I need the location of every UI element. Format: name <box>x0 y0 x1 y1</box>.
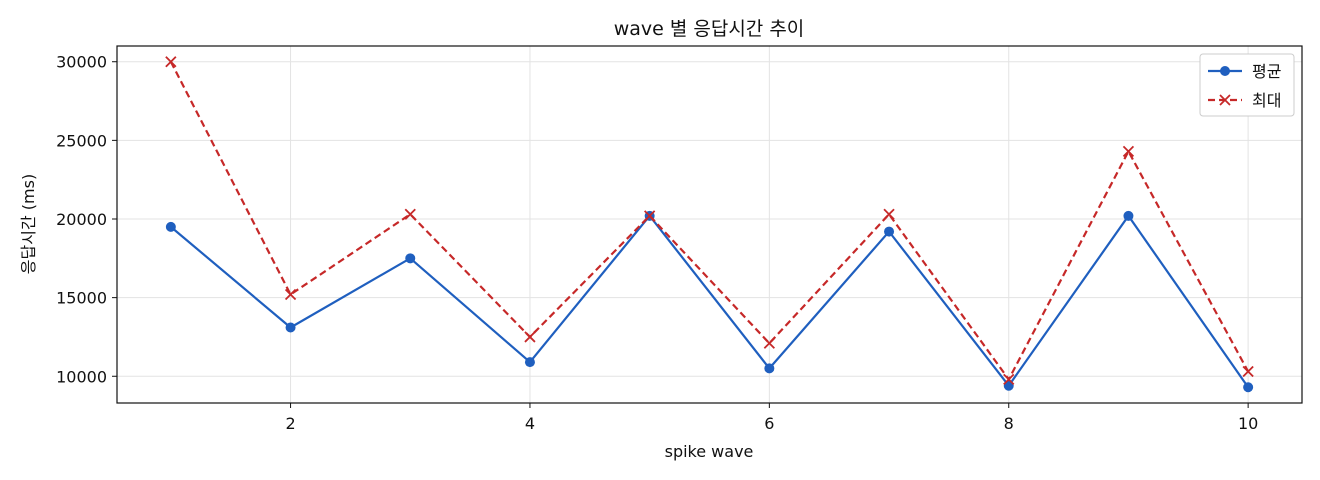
legend-label-maximum: 최대 <box>1252 91 1281 110</box>
y-tick-label: 25000 <box>56 131 107 150</box>
series-layer <box>165 56 1254 393</box>
x-axis-label: spike wave <box>665 442 754 461</box>
y-axis-label: 응답시간 (ms) <box>19 174 38 274</box>
x-marker-stroke <box>165 56 177 68</box>
x-marker-stroke <box>1003 373 1015 386</box>
y-tick-label: 30000 <box>56 53 107 72</box>
x-marker-stroke <box>763 337 775 349</box>
data-point-average <box>165 221 176 232</box>
data-point-average <box>524 357 535 368</box>
data-point-maximum <box>1122 145 1135 158</box>
chart-title: wave 별 응답시간 추이 <box>614 18 805 40</box>
x-tick-label: 8 <box>1004 414 1014 433</box>
series-line-maximum <box>169 61 1250 382</box>
y-tick-label: 15000 <box>56 289 107 308</box>
x-tick-label: 6 <box>764 414 774 433</box>
grid-lines <box>117 46 1302 403</box>
data-point-maximum <box>524 331 536 343</box>
data-point-average <box>1243 382 1254 393</box>
x-tick-label: 10 <box>1238 414 1258 433</box>
data-point-maximum <box>165 56 177 68</box>
x-marker-stroke <box>1242 365 1254 378</box>
legend-label-average: 평균 <box>1252 62 1281 81</box>
x-axis-ticks: 2 4 6 8 10 <box>285 403 1258 433</box>
x-marker-stroke <box>1219 94 1231 106</box>
legend-marker-maximum <box>1219 94 1231 106</box>
data-point-maximum <box>1003 373 1015 386</box>
legend-marker-average <box>1220 66 1230 76</box>
y-axis-ticks: 10000 15000 20000 25000 30000 <box>56 53 117 386</box>
x-tick-label: 4 <box>525 414 535 433</box>
data-point-maximum <box>644 210 656 222</box>
series-line-average <box>170 213 1250 388</box>
x-marker-stroke <box>883 208 895 220</box>
x-marker-stroke <box>1122 145 1135 158</box>
data-point-average <box>1123 210 1134 221</box>
data-point-maximum <box>883 208 895 220</box>
data-point-maximum <box>763 337 775 349</box>
y-tick-label: 10000 <box>56 367 107 386</box>
data-point-maximum <box>284 288 297 301</box>
data-point-average <box>285 322 296 333</box>
x-tick-label: 2 <box>285 414 295 433</box>
y-tick-label: 20000 <box>56 210 107 229</box>
plot-frame <box>116 45 1303 404</box>
x-marker-stroke <box>404 208 416 220</box>
data-point-average <box>884 226 895 237</box>
data-point-maximum <box>404 208 416 220</box>
x-marker-stroke <box>644 210 656 222</box>
data-point-average <box>1003 380 1014 391</box>
data-point-average <box>405 253 416 264</box>
x-marker-stroke <box>284 288 297 301</box>
x-marker-stroke <box>524 331 536 343</box>
data-point-average <box>764 363 775 374</box>
data-point-maximum <box>1242 365 1254 378</box>
